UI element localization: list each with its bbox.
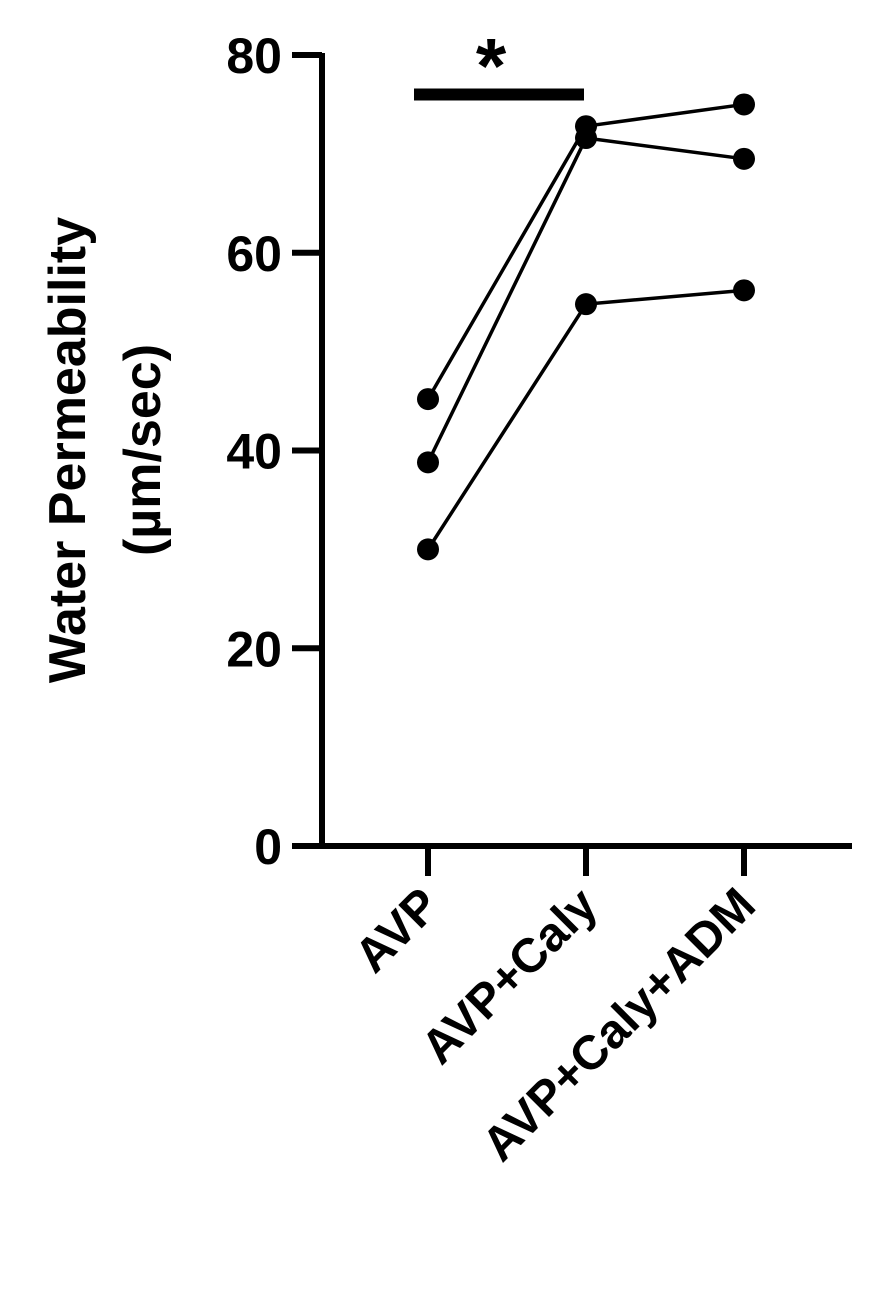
y-tick-label: 0 <box>254 819 282 875</box>
axes <box>319 53 852 849</box>
data-point <box>575 127 597 150</box>
data-point <box>417 538 439 561</box>
x-tick-label: AVP <box>345 878 450 983</box>
data-point <box>733 279 755 302</box>
y-tick-label: 20 <box>226 621 282 677</box>
significance-group: * <box>414 22 584 110</box>
y-axis-title-line1: Water Permeability <box>39 217 97 683</box>
y-tick-label: 40 <box>226 424 282 480</box>
significance-asterisk: * <box>476 22 507 110</box>
data-point <box>733 147 755 170</box>
data-point <box>417 388 439 411</box>
y-ticks: 0 20 40 60 80 <box>226 28 322 875</box>
data-point <box>733 93 755 116</box>
y-tick-label: 80 <box>226 28 282 84</box>
x-tick-label: AVP+Caly+ADM <box>472 878 765 1171</box>
data-point <box>575 293 597 316</box>
data-point <box>417 451 439 474</box>
series-3 <box>417 279 755 561</box>
series-2 <box>417 127 755 474</box>
series-1 <box>417 93 755 411</box>
y-axis-title-line2: (µm/sec) <box>114 344 172 556</box>
y-tick-label: 60 <box>226 226 282 282</box>
series-group <box>417 93 755 561</box>
series-line <box>426 288 745 551</box>
